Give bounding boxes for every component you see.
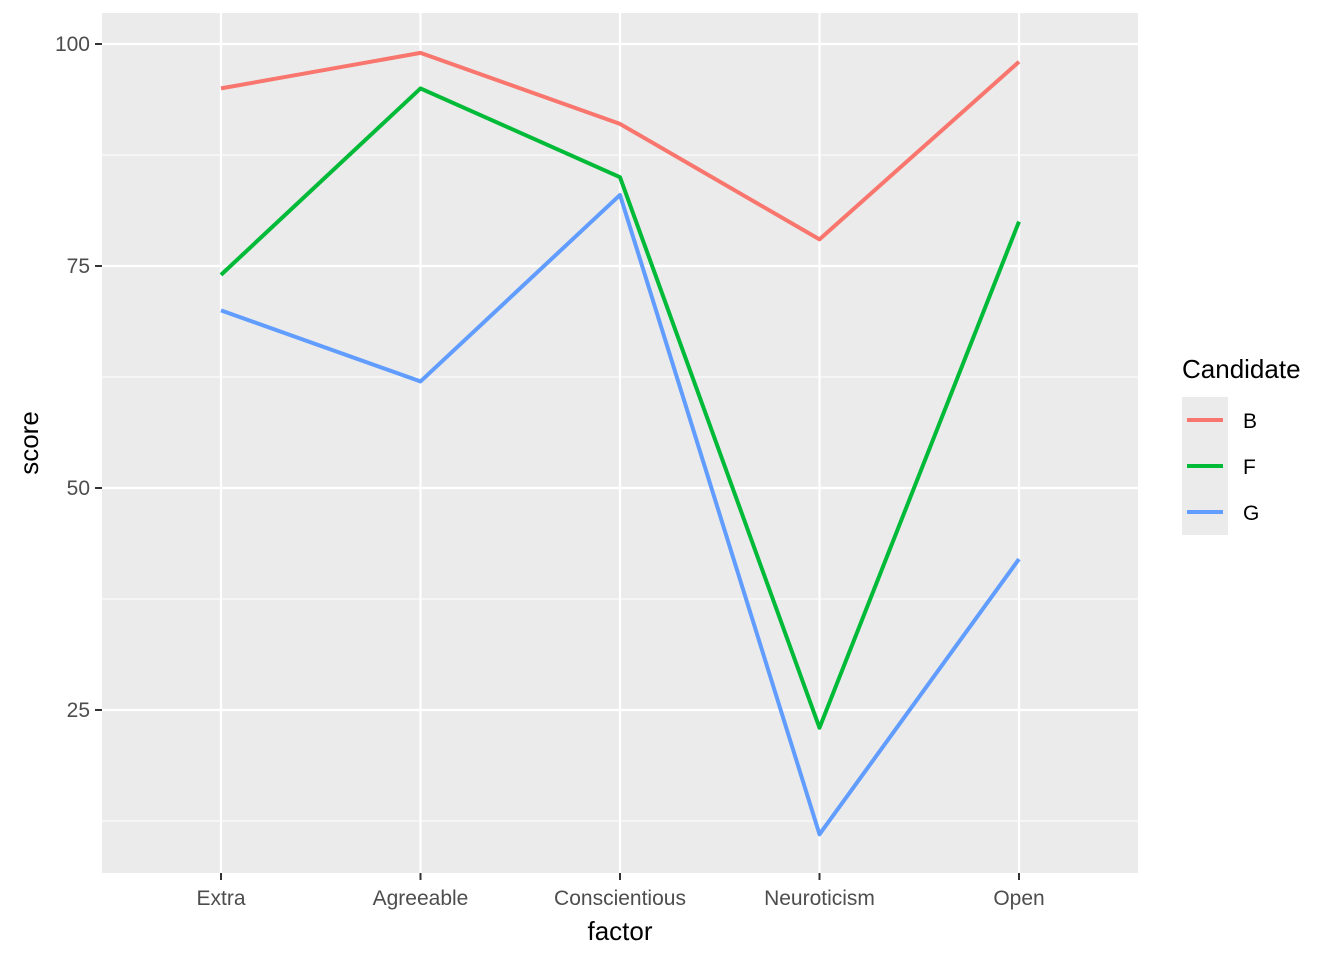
- series-lines: [219, 50, 1021, 837]
- x-axis-title: factor: [587, 916, 652, 946]
- legend: Candidate BFG: [1182, 354, 1301, 535]
- y-axis-ticks: 25 50 75 100: [55, 33, 102, 722]
- y-axis-title: score: [14, 411, 44, 475]
- series-line-B: [220, 50, 1021, 242]
- legend-label-B: B: [1243, 410, 1257, 433]
- x-tick-label: Conscientious: [554, 887, 686, 910]
- x-tick-label: Open: [993, 887, 1044, 910]
- x-tick-label: Extra: [196, 887, 245, 910]
- y-tick-label: 50: [67, 477, 90, 500]
- y-tick-label: 25: [67, 699, 90, 722]
- series-line-G: [220, 192, 1021, 837]
- y-tick-label: 75: [67, 255, 90, 278]
- legend-title: Candidate: [1182, 354, 1301, 384]
- series-line-F: [219, 86, 1021, 730]
- x-axis-ticks: Extra Agreeable Conscientious Neuroticism Op…: [196, 873, 1045, 910]
- x-tick-label: Neuroticism: [764, 887, 875, 910]
- legend-label-G: G: [1243, 502, 1259, 525]
- y-tick-label: 100: [55, 33, 90, 56]
- legend-label-F: F: [1243, 456, 1256, 479]
- major-gridlines: [102, 13, 1138, 873]
- x-tick-label: Agreeable: [373, 887, 469, 910]
